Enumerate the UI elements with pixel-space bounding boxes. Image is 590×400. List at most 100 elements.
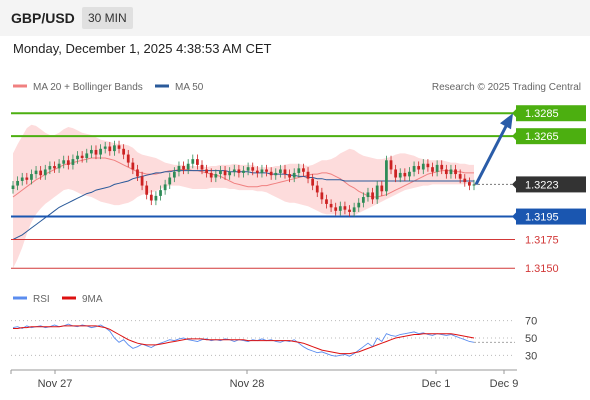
level-label: 1.3175	[525, 235, 559, 247]
candle	[145, 180, 149, 200]
candle-body	[11, 185, 15, 189]
candle	[232, 164, 236, 177]
candle	[426, 159, 430, 172]
candle	[334, 202, 338, 216]
candle	[76, 151, 79, 164]
timeframe-button[interactable]: 30 MIN	[82, 7, 133, 29]
candle-body	[205, 169, 209, 173]
candle-body	[380, 185, 384, 192]
candle-body	[440, 164, 444, 170]
current-price-label: 1.3223	[525, 179, 559, 191]
x-axis: Nov 27 Nov 28 Dec 1 Dec 9	[10, 370, 518, 390]
candle	[302, 163, 305, 177]
ma20-line	[12, 157, 474, 198]
candle-body	[251, 167, 255, 171]
candle	[389, 155, 393, 175]
candle-body	[412, 166, 416, 172]
candle-body	[99, 148, 102, 155]
candle-body	[159, 190, 162, 196]
candle-body	[136, 169, 139, 177]
candle-body	[103, 146, 107, 149]
candle-body	[145, 185, 149, 195]
candle-body	[361, 197, 365, 203]
candle	[403, 168, 407, 181]
x-tick-label: Nov 27	[38, 378, 73, 390]
candle-body	[117, 145, 121, 149]
level-label-bg	[516, 128, 586, 145]
candle	[292, 168, 296, 183]
candle	[371, 187, 374, 204]
candle	[99, 144, 102, 160]
candle-body	[435, 164, 439, 172]
current-price-tag: 1.3223	[474, 176, 586, 193]
candle	[34, 166, 38, 179]
candle	[375, 180, 379, 204]
legend-9ma-label: 9MA	[82, 294, 103, 305]
candle	[242, 166, 245, 178]
current-price-bg	[516, 176, 586, 193]
candle	[297, 163, 301, 178]
candle	[168, 172, 172, 189]
candle-body	[48, 166, 52, 170]
candle	[421, 159, 425, 175]
candle	[440, 160, 444, 175]
candle	[159, 185, 162, 201]
candle	[361, 192, 365, 208]
candle	[412, 161, 416, 177]
level-resistance-1: 1.3265	[11, 128, 586, 145]
candle	[458, 169, 462, 184]
candle	[454, 164, 457, 179]
candle-body	[426, 163, 430, 168]
rsi-tick-label: 70	[525, 316, 537, 328]
candle	[431, 162, 434, 177]
candle	[228, 167, 232, 180]
legend-ma20-label: MA 20 + Bollinger Bands	[33, 82, 143, 93]
level-label: 1.3195	[525, 212, 559, 224]
candle-body	[389, 160, 393, 170]
candle	[311, 174, 315, 191]
candle	[255, 166, 259, 178]
candle-body	[472, 184, 476, 186]
candle	[260, 164, 264, 178]
candle-body	[278, 169, 282, 173]
candle-body	[403, 172, 407, 177]
candle	[85, 148, 89, 163]
candle-body	[302, 168, 305, 172]
candle-body	[196, 159, 199, 165]
candle-body	[85, 153, 89, 158]
level-resistance-0: 1.3285	[11, 105, 586, 122]
candle	[463, 174, 467, 187]
candle-body	[108, 146, 112, 152]
top-bar: GBP/USD 30 MIN	[0, 0, 590, 36]
level-minor_support-4: 1.3150	[11, 263, 559, 275]
candle-body	[311, 178, 315, 186]
candle	[117, 140, 121, 154]
candle	[288, 169, 291, 183]
candle	[366, 187, 370, 202]
candle	[71, 154, 75, 170]
candle	[352, 202, 356, 217]
level-minor_support-3: 1.3175	[11, 235, 559, 247]
candles	[11, 140, 476, 217]
candle	[251, 162, 255, 176]
candle-body	[468, 182, 471, 186]
candle-body	[53, 166, 56, 169]
candle	[223, 166, 227, 180]
rsi-line	[12, 323, 475, 357]
candle	[140, 171, 144, 191]
candle-body	[343, 206, 347, 210]
candle-body	[260, 169, 264, 173]
candle	[62, 155, 66, 169]
level-label-pointer	[512, 211, 517, 222]
candle	[186, 159, 190, 175]
rsi-lines	[12, 323, 515, 357]
candle-body	[62, 160, 66, 164]
candle	[394, 164, 398, 183]
candle-body	[219, 170, 222, 175]
candle	[163, 179, 167, 195]
candle	[25, 172, 29, 185]
candle-body	[39, 170, 43, 176]
instrument-title: GBP/USD	[11, 10, 75, 26]
candle	[89, 145, 93, 158]
candle-body	[366, 192, 370, 198]
